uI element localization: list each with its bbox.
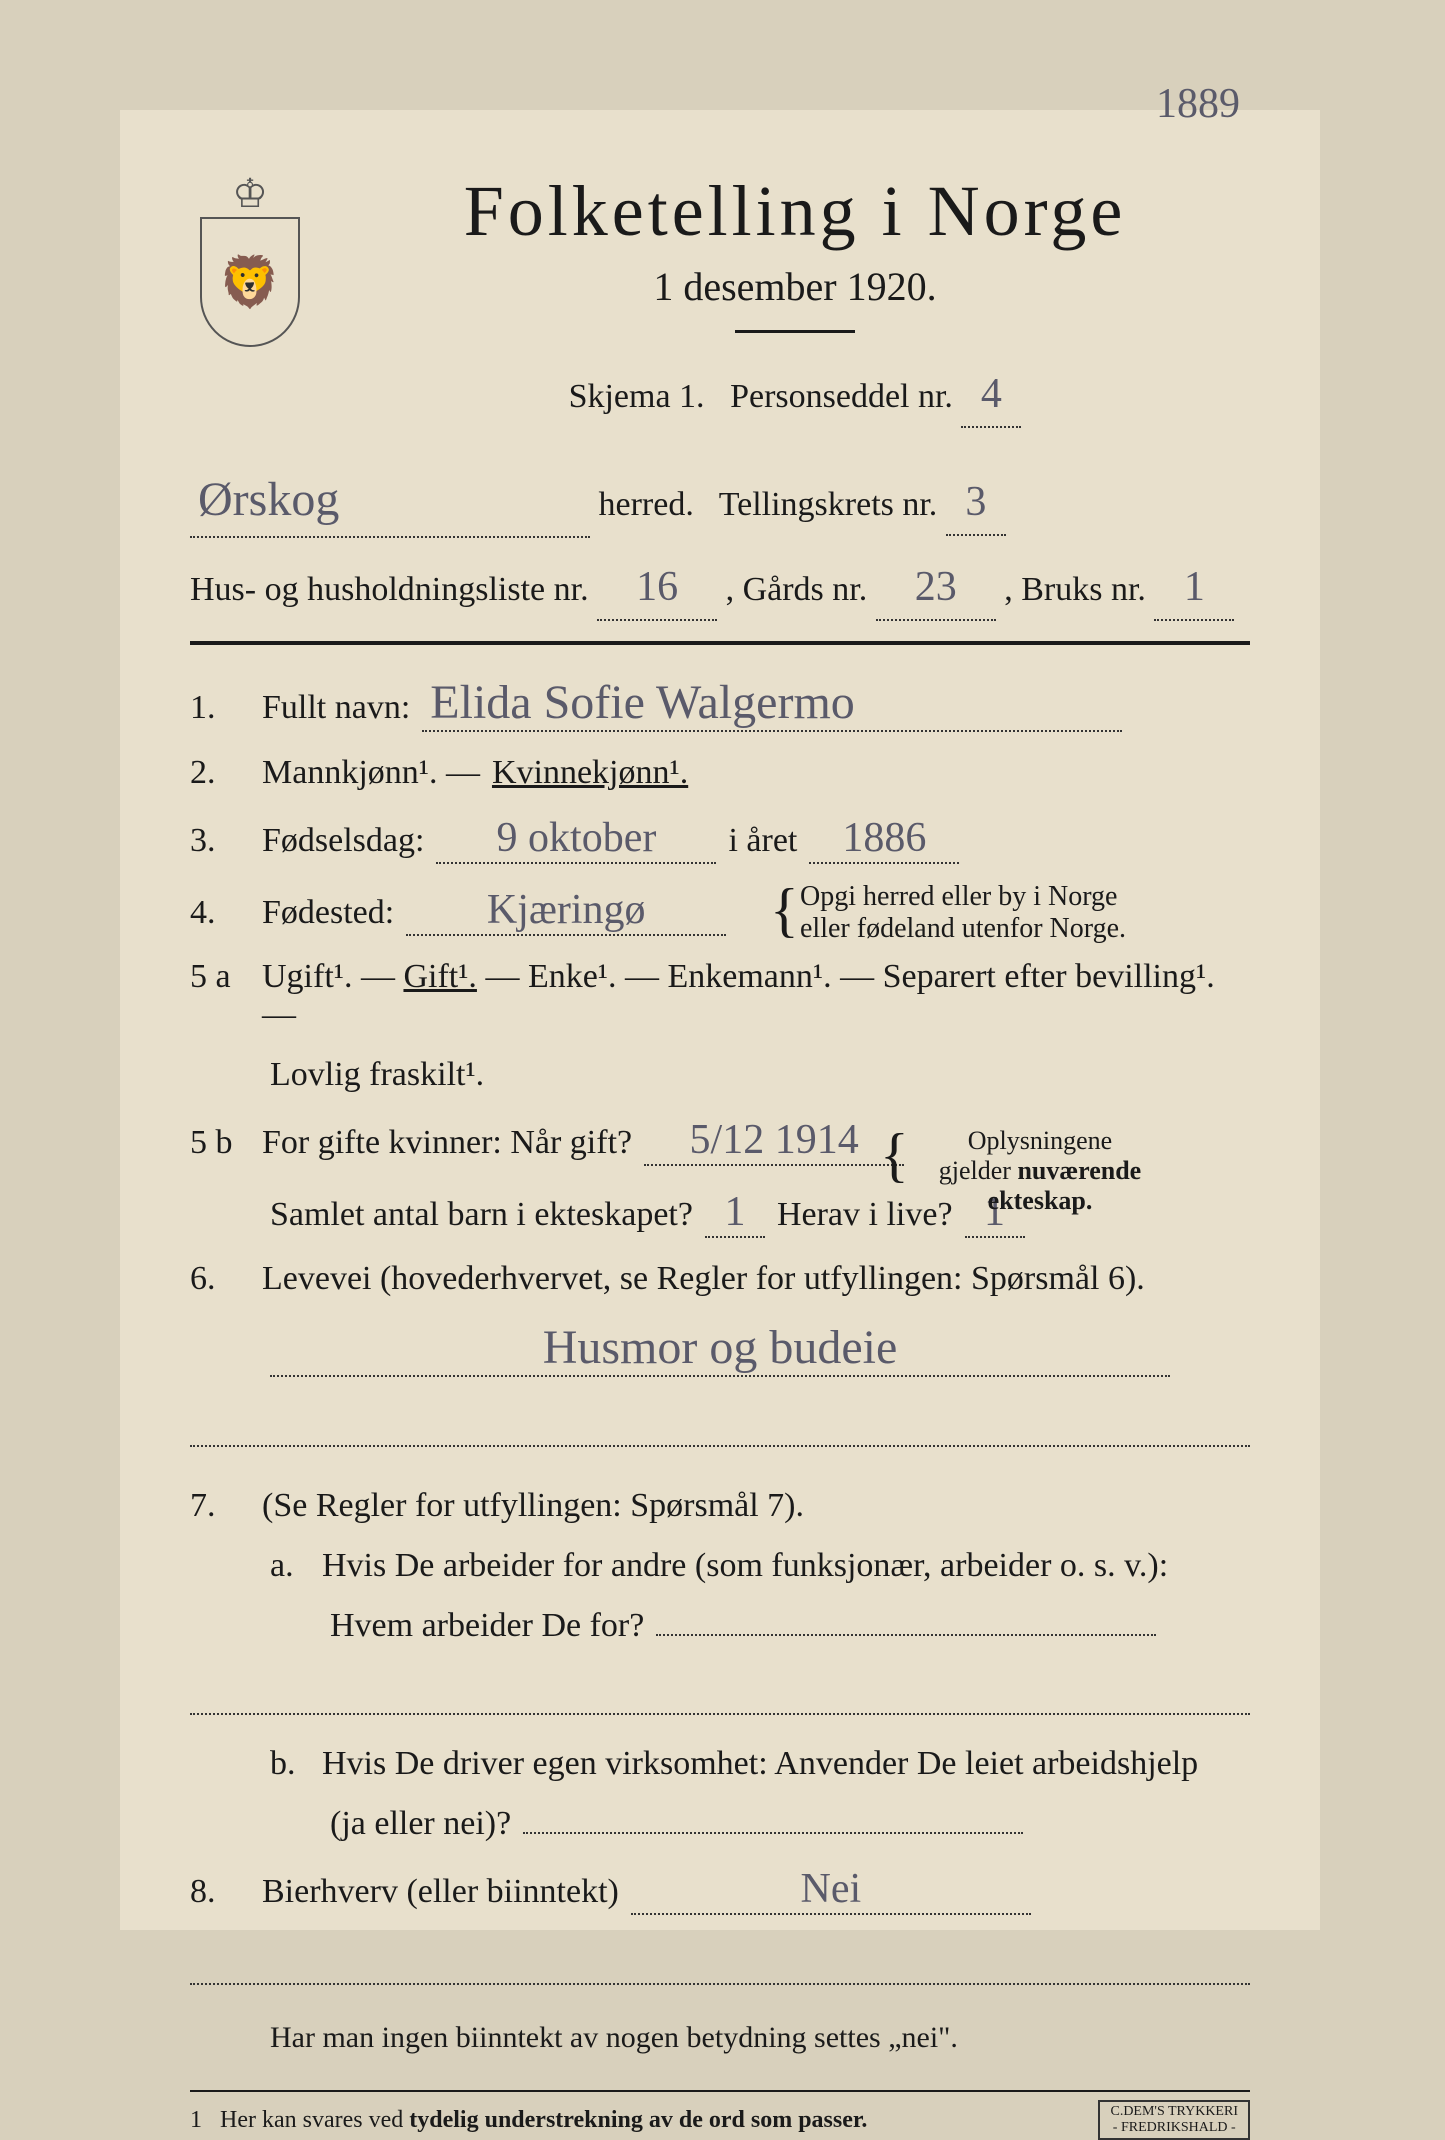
- herred-value: Ørskog: [190, 464, 590, 538]
- gards-label: Gårds nr.: [743, 571, 868, 608]
- q7-num: 7.: [190, 1487, 250, 1525]
- gards-nr: 23: [876, 556, 996, 621]
- q5a-text3: Lovlig fraskilt¹.: [270, 1056, 484, 1094]
- crown-icon: ♔: [232, 170, 268, 217]
- document-title: Folketelling i Norge: [340, 170, 1250, 253]
- q5a-num: 5 a: [190, 958, 250, 996]
- q8-blank-line: [190, 1945, 1250, 1985]
- q3-mid: i året: [728, 822, 797, 860]
- q1-label: Fullt navn:: [262, 689, 410, 727]
- skjema-label: Skjema 1.: [569, 378, 705, 415]
- q3-label: Fødselsdag:: [262, 822, 424, 860]
- q8-value: Nei: [631, 1865, 1031, 1915]
- bruks-nr: 1: [1154, 556, 1234, 621]
- personseddel-nr: 4: [961, 363, 1021, 428]
- q7b-text2: (ja eller nei)?: [330, 1805, 511, 1843]
- q2-underlined: Kvinnekjønn¹.: [492, 754, 688, 792]
- q5a-text1: Ugift¹. —: [262, 958, 403, 995]
- q5b-margin-year: 1889: [1156, 80, 1240, 128]
- q4-num: 4.: [190, 894, 250, 932]
- coat-of-arms: ♔ 🦁: [190, 170, 310, 350]
- footnote-num: 1: [190, 2107, 202, 2133]
- footnote-text: Her kan svares ved tydelig understreknin…: [220, 2107, 867, 2133]
- q4-label: Fødested:: [262, 894, 394, 932]
- q6-num: 6.: [190, 1260, 250, 1298]
- q7b-letter: b.: [270, 1745, 310, 1783]
- q6-label: Levevei (hovederhvervet, se Regler for u…: [262, 1260, 1145, 1298]
- q7b-blank: [523, 1832, 1023, 1834]
- divider: [735, 330, 855, 333]
- bottom-note: Har man ingen biinntekt av nogen betydni…: [190, 2015, 1250, 2060]
- form-page: ♔ 🦁 Folketelling i Norge 1 desember 1920…: [120, 110, 1320, 1930]
- q4-note2: eller fødeland utenfor Norge.: [800, 913, 1180, 945]
- q7-label: (Se Regler for utfyllingen: Spørsmål 7).: [262, 1487, 804, 1525]
- husliste-nr: 16: [597, 556, 717, 621]
- q2-num: 2.: [190, 754, 250, 792]
- personseddel-label: Personseddel nr.: [730, 378, 953, 415]
- shield-icon: 🦁: [200, 217, 300, 347]
- q1-num: 1.: [190, 689, 250, 727]
- q8-num: 8.: [190, 1873, 250, 1911]
- q2-text: Mannkjønn¹. —: [262, 754, 480, 792]
- q7a-text1: Hvis De arbeider for andre (som funksjon…: [322, 1547, 1168, 1585]
- q3-day: 9 oktober: [436, 814, 716, 864]
- q4-value: Kjæringø: [406, 886, 726, 936]
- tellingskrets-label: Tellingskrets nr.: [719, 486, 938, 523]
- q8-label: Bierhverv (eller biinntekt): [262, 1873, 619, 1911]
- tellingskrets-nr: 3: [946, 471, 1006, 536]
- q5b-gift-date: 5/12 1914: [644, 1116, 904, 1166]
- q1-value: Elida Sofie Walgermo: [422, 675, 1122, 732]
- section-divider: [190, 641, 1250, 645]
- q5b-note1: Oplysningene: [910, 1126, 1170, 1156]
- q6-blank-line: [190, 1407, 1250, 1447]
- q7b-text1: Hvis De driver egen virksomhet: Anvender…: [322, 1745, 1198, 1783]
- q7a-blank: [656, 1634, 1156, 1636]
- q7a-letter: a.: [270, 1547, 310, 1585]
- printer-mark: C.DEM'S TRYKKERI - FREDRIKSHALD -: [1098, 2100, 1250, 2140]
- bruks-label: Bruks nr.: [1021, 571, 1146, 608]
- q5b-barn: 1: [705, 1188, 765, 1238]
- q3-num: 3.: [190, 822, 250, 860]
- q5b-note3: ekteskap.: [910, 1186, 1170, 1216]
- q5b-label: For gifte kvinner: Når gift?: [262, 1124, 632, 1162]
- q5b-num: 5 b: [190, 1124, 250, 1162]
- q7a-text2: Hvem arbeider De for?: [330, 1607, 644, 1645]
- q7a-blank-line: [190, 1675, 1250, 1715]
- document-date: 1 desember 1920.: [340, 263, 1250, 310]
- q6-value: Husmor og budeie: [270, 1320, 1170, 1377]
- q4-note1: Opgi herred eller by i Norge: [800, 881, 1180, 913]
- q5a-underlined: Gift¹.: [403, 958, 476, 995]
- q5b-barn-label: Samlet antal barn i ekteskapet?: [270, 1196, 693, 1234]
- husliste-label: Hus- og husholdningsliste nr.: [190, 571, 589, 608]
- herred-label: herred.: [599, 486, 711, 523]
- q5b-note2: gjelder gjelder nuværendenuværende: [910, 1156, 1170, 1186]
- q3-year: 1886: [809, 814, 959, 864]
